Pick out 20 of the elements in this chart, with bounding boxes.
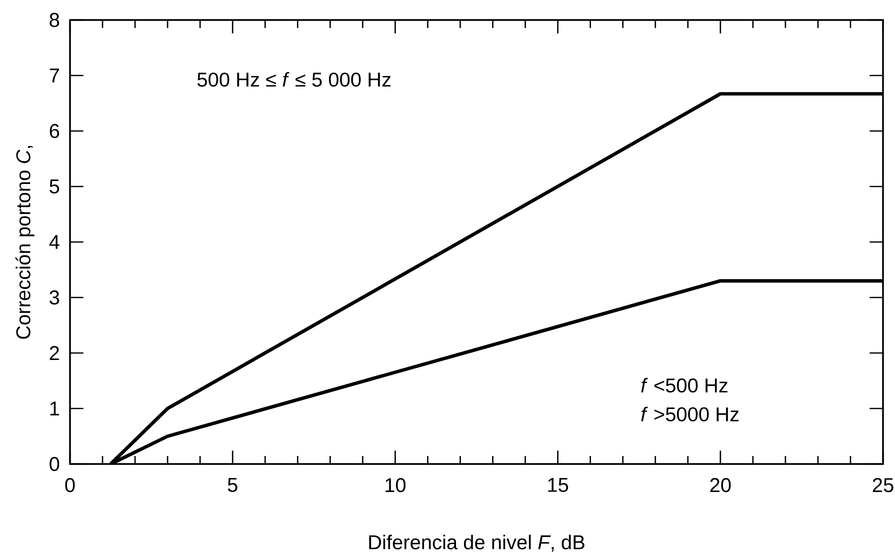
x-tick-label: 25 <box>872 478 894 492</box>
y-tick-label: 1 <box>50 402 59 416</box>
x-tick-label: 5 <box>228 478 238 492</box>
annotation: f >5000 Hz <box>641 406 739 422</box>
x-axis-title: Diferencia de nivel F, dB <box>369 534 584 552</box>
y-tick-label: 8 <box>50 12 60 28</box>
y-tick-label: 4 <box>49 235 60 249</box>
y-tick-label: 7 <box>50 68 59 82</box>
x-tick-label: 15 <box>548 478 568 492</box>
x-tick-label: 10 <box>386 478 406 492</box>
x-tick-label: 20 <box>710 478 731 492</box>
annotation: 500 Hz ≤ f ≤ 5 000 Hz <box>197 72 391 87</box>
y-tick-label: 0 <box>50 456 60 472</box>
y-tick-label: 2 <box>50 346 59 360</box>
y-tick-label: 3 <box>50 290 60 305</box>
y-tick-label: 6 <box>50 124 60 138</box>
y-tick-label: 5 <box>50 180 60 194</box>
x-tick-label: 0 <box>65 478 75 492</box>
annotation: f <500 Hz <box>641 378 728 393</box>
y-axis-title: Corrección portono C, <box>15 146 34 339</box>
